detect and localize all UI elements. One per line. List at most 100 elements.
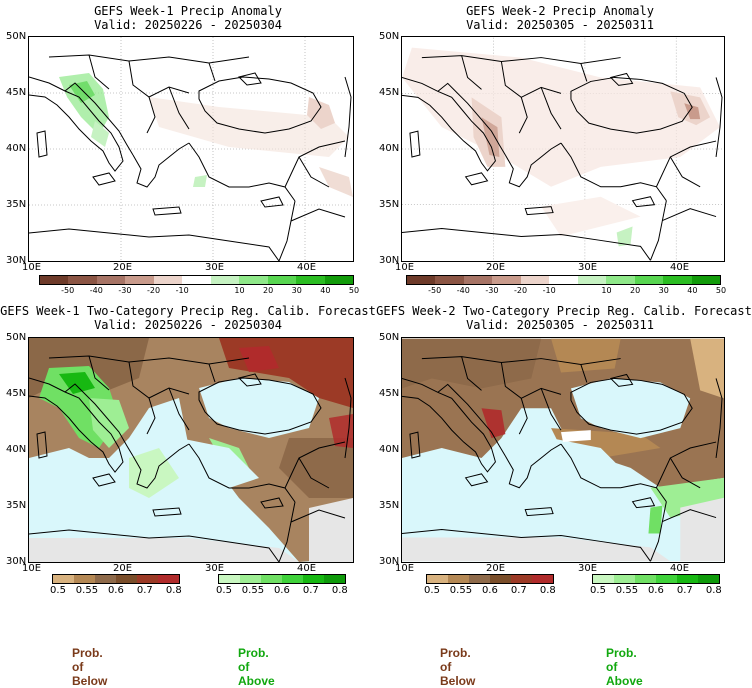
colorbar-swatch (656, 575, 677, 583)
colorbar-swatch (282, 575, 303, 583)
colorbar-tick-label: -20 (146, 286, 161, 295)
coastline-border (88, 355, 110, 391)
coastline-border (36, 431, 48, 459)
colorbar-swatch (210, 276, 240, 284)
coastline-border (168, 86, 190, 130)
coastline-border (36, 130, 48, 158)
colorbar-swatch (427, 575, 448, 583)
coastline-border (168, 387, 190, 431)
lon-label: 10E (395, 262, 415, 273)
colorbar-swatch (324, 276, 353, 284)
coastline-border (132, 142, 190, 188)
colorbar-tick-label: 0.6 (273, 585, 290, 596)
colorbar-tick-label: 0.7 (676, 585, 693, 596)
colorbar-tick-label: 30 (291, 286, 302, 295)
panel-title: GEFS Week-1 Precip Anomaly (94, 4, 282, 18)
coastline-border (580, 364, 588, 383)
coastline-border (715, 378, 723, 459)
coastline-border (464, 473, 489, 487)
above-colorbar-ticks: 0.5 0.55 0.6 0.7 0.8 (590, 585, 722, 597)
colorbar-tick-label: 0.7 (302, 585, 319, 596)
colorbar-swatch (303, 575, 324, 583)
panel-valid-dates: Valid: 20250305 - 20250311 (466, 318, 654, 332)
coastline-border (655, 140, 717, 187)
coastline-border (421, 55, 621, 65)
coastline-border (570, 76, 693, 134)
prob-below-label: Prob. of Below (440, 646, 476, 688)
colorbar-swatch (407, 276, 436, 284)
anomaly-colorbar (39, 275, 354, 285)
lat-label: 50N (379, 31, 400, 42)
coastline-border (402, 377, 496, 473)
lon-label: 30E (578, 262, 598, 273)
coastline-border (402, 76, 496, 172)
panel-valid-dates: Valid: 20250226 - 20250304 (94, 318, 282, 332)
lon-label: 20E (486, 262, 506, 273)
lat-label: 45N (379, 388, 400, 399)
coastline-border (88, 54, 110, 90)
coastline-border (64, 383, 134, 457)
colorbar-swatch (68, 276, 97, 284)
coastline-border (402, 228, 651, 261)
colorbar-tick-label: -50 (61, 286, 75, 295)
lon-label: 10E (22, 262, 42, 273)
coastline-border (290, 509, 346, 523)
colorbar-swatch (490, 575, 511, 583)
colorbar-tick-label: 0.5 (590, 585, 606, 596)
lon-label: 40E (670, 262, 690, 273)
coastline-border (208, 363, 216, 383)
colorbar-tick-label: 0.5 (216, 585, 232, 596)
coastline-border (437, 82, 506, 156)
colorbar-swatch (158, 575, 179, 583)
coastline-border (92, 172, 116, 186)
coastline-border (238, 72, 262, 86)
anomaly-colorbar-ticks: -50 -40 -30 -20 -10 10 20 30 40 50 (39, 286, 359, 296)
prob-below-label: Prob. of Below (72, 646, 108, 688)
colorbar-tick-label: 30 (658, 286, 669, 295)
coastline-border (504, 443, 562, 489)
colorbar-tick-label: -40 (456, 286, 470, 295)
lon-label: 10E (395, 563, 415, 574)
colorbar-swatch (116, 575, 137, 583)
lat-label: 30N (379, 255, 400, 266)
colorbar-swatch (182, 276, 211, 284)
colorbar-swatch (296, 276, 325, 284)
colorbar-swatch (448, 575, 469, 583)
lat-label: 45N (6, 388, 27, 399)
coastline-border (344, 76, 352, 158)
lon-label: 10E (22, 563, 42, 574)
lat-label: 40N (6, 444, 27, 455)
coastline-border (48, 355, 250, 365)
colorbar-swatch (261, 575, 282, 583)
lat-label: 40N (379, 444, 400, 455)
coastline-border (662, 208, 717, 222)
coastline-border (29, 377, 124, 473)
coastline-border (560, 142, 667, 201)
lon-label: 40E (297, 563, 317, 574)
colorbar-swatch (95, 575, 116, 583)
lat-label: 40N (6, 143, 27, 154)
coastline-border (146, 397, 156, 435)
colorbar-swatch (532, 575, 553, 583)
colorbar-tick-label: -10 (542, 286, 556, 295)
colorbar-swatch (593, 575, 614, 583)
coastline-border (48, 54, 250, 64)
colorbar-tick-label: 0.8 (705, 585, 722, 596)
coastline-border (132, 443, 190, 489)
colorbar-tick-label: 10 (601, 286, 612, 295)
colorbar-tick-label: 0.55 (75, 585, 99, 596)
colorbar-tick-label: -20 (513, 286, 528, 295)
colorbar-swatch (663, 276, 692, 284)
colorbar-tick-label: 0.5 (50, 585, 66, 596)
colorbar-tick-label: 40 (687, 286, 698, 295)
above-colorbar (592, 574, 720, 584)
lon-label: 20E (113, 262, 133, 273)
coastline-border (260, 497, 284, 509)
colorbar-swatch (324, 575, 345, 583)
colorbar-swatch (606, 276, 635, 284)
panel-valid-dates: Valid: 20250305 - 20250311 (466, 18, 654, 32)
coastline-border (409, 431, 421, 459)
coastline-border (152, 206, 182, 216)
colorbar-swatch (577, 276, 607, 284)
colorbar-swatch (435, 276, 464, 284)
